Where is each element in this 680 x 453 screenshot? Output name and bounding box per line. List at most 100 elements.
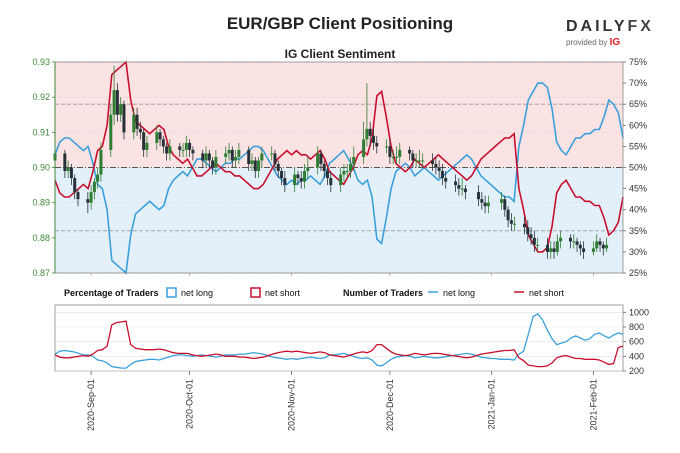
candle-body bbox=[605, 244, 609, 249]
candle-body bbox=[296, 174, 300, 179]
candle-body bbox=[463, 188, 467, 193]
candle-body bbox=[421, 160, 425, 162]
candle-body bbox=[181, 149, 185, 151]
candle-body bbox=[434, 163, 438, 168]
candle-body bbox=[283, 178, 287, 186]
candle-body bbox=[552, 248, 556, 252]
bottom-panel-frame bbox=[54, 304, 624, 372]
candle-body bbox=[457, 185, 461, 189]
candle-body bbox=[371, 135, 375, 143]
candle-body bbox=[503, 199, 507, 210]
candle-body bbox=[578, 244, 582, 249]
candle-body bbox=[247, 149, 251, 164]
candle-body bbox=[211, 160, 215, 168]
candle-body bbox=[89, 192, 93, 203]
bottom-right-tick-label: 800 bbox=[629, 322, 644, 332]
candle-body bbox=[549, 248, 553, 252]
x-tick-label: 2020-Oct-01 bbox=[185, 379, 195, 429]
candle-body bbox=[444, 178, 448, 182]
candle-body bbox=[352, 156, 356, 164]
legend-pct-long-swatch bbox=[166, 287, 177, 298]
candle-body bbox=[460, 188, 464, 190]
candle-body bbox=[513, 223, 517, 225]
candle-body bbox=[112, 90, 116, 115]
left-tick-label: 0.93 bbox=[32, 57, 50, 67]
candle-body bbox=[299, 178, 303, 182]
legend-num-short: net short bbox=[529, 288, 565, 298]
x-tick-label: 2021-Feb-01 bbox=[588, 379, 598, 431]
candle-body bbox=[368, 128, 372, 136]
legend-pct-long: net long bbox=[181, 288, 213, 298]
left-tick-label: 0.87 bbox=[32, 268, 50, 278]
logo-provided-text: provided by bbox=[566, 38, 608, 47]
candle-body bbox=[440, 171, 444, 179]
candle-body bbox=[132, 114, 136, 133]
num-net-long-line bbox=[54, 312, 624, 369]
candle-body bbox=[122, 104, 126, 133]
candle-body bbox=[536, 244, 540, 246]
price-sentiment-panel: 0.87 0.88 0.89 0.90 0.91 0.92 0.93 25% 30% 35% 40%… bbox=[32, 57, 647, 278]
candle-body bbox=[394, 156, 398, 158]
x-tick-label: 2020-Sep-01 bbox=[86, 379, 96, 431]
right-tick-label: 30% bbox=[629, 247, 647, 257]
bottom-right-tick-label: 400 bbox=[629, 351, 644, 361]
pct-net-short-line bbox=[54, 60, 624, 253]
right-tick-label: 60% bbox=[629, 120, 647, 130]
candle-body bbox=[326, 171, 330, 179]
candle-body bbox=[234, 156, 238, 161]
legend-num-long: net long bbox=[443, 288, 475, 298]
candle-body bbox=[385, 146, 389, 148]
candle-body bbox=[408, 149, 412, 154]
candle-body bbox=[201, 153, 205, 161]
candle-body bbox=[86, 199, 90, 203]
candle-body bbox=[316, 153, 320, 168]
candle-body bbox=[532, 237, 536, 245]
right-tick-label: 55% bbox=[629, 141, 647, 151]
candle-body bbox=[66, 167, 70, 172]
x-tick-label: 2021-Jan-01 bbox=[487, 379, 497, 430]
candle-body bbox=[69, 167, 73, 179]
logo-provided-by: provided by IG bbox=[566, 37, 666, 48]
candle-body bbox=[178, 146, 182, 150]
candle-body bbox=[414, 160, 418, 162]
candle-body bbox=[506, 209, 510, 221]
x-axis: 2020-Sep-01 2020-Oct-01 2020-Nov-01 2020-De… bbox=[86, 273, 598, 431]
candle-body bbox=[306, 167, 310, 172]
candle-body bbox=[388, 146, 392, 157]
candle-body bbox=[500, 199, 504, 203]
candle-body bbox=[293, 174, 297, 186]
bottom-right-tick-label: 600 bbox=[629, 337, 644, 347]
candle-body bbox=[398, 149, 402, 157]
bottom-right-tick-label: 1000 bbox=[629, 307, 649, 317]
candle-body bbox=[523, 223, 527, 228]
candle-body bbox=[165, 146, 169, 154]
candle-body bbox=[595, 241, 599, 249]
candle-body bbox=[582, 248, 586, 252]
right-tick-label: 45% bbox=[629, 184, 647, 194]
candle-body bbox=[568, 237, 572, 242]
candle-body bbox=[559, 237, 563, 242]
right-tick-label: 65% bbox=[629, 99, 647, 109]
candle-body bbox=[486, 202, 490, 207]
candle-body bbox=[545, 244, 549, 252]
candle-body bbox=[509, 220, 513, 224]
legend: Percentage of Traders net long net short… bbox=[64, 287, 565, 298]
candle-body bbox=[155, 132, 159, 143]
candle-body bbox=[391, 156, 395, 158]
candle-body bbox=[99, 149, 103, 175]
candle-body bbox=[142, 132, 146, 150]
candle-body bbox=[375, 142, 379, 147]
candle-body bbox=[270, 153, 274, 155]
dailyfx-logo: DAILYFX provided by IG bbox=[566, 18, 666, 48]
candle-body bbox=[273, 153, 277, 164]
candle-body bbox=[168, 146, 172, 154]
candle-body bbox=[230, 149, 234, 161]
candle-body bbox=[138, 128, 142, 133]
candle-body bbox=[214, 156, 218, 168]
logo-brand-left: DAILY bbox=[566, 18, 628, 35]
candle-body bbox=[237, 149, 241, 157]
chart-title: EUR/GBP Client Positioning bbox=[226, 14, 454, 33]
right-tick-label: 70% bbox=[629, 78, 647, 88]
ig-logo-text: IG bbox=[609, 37, 621, 48]
